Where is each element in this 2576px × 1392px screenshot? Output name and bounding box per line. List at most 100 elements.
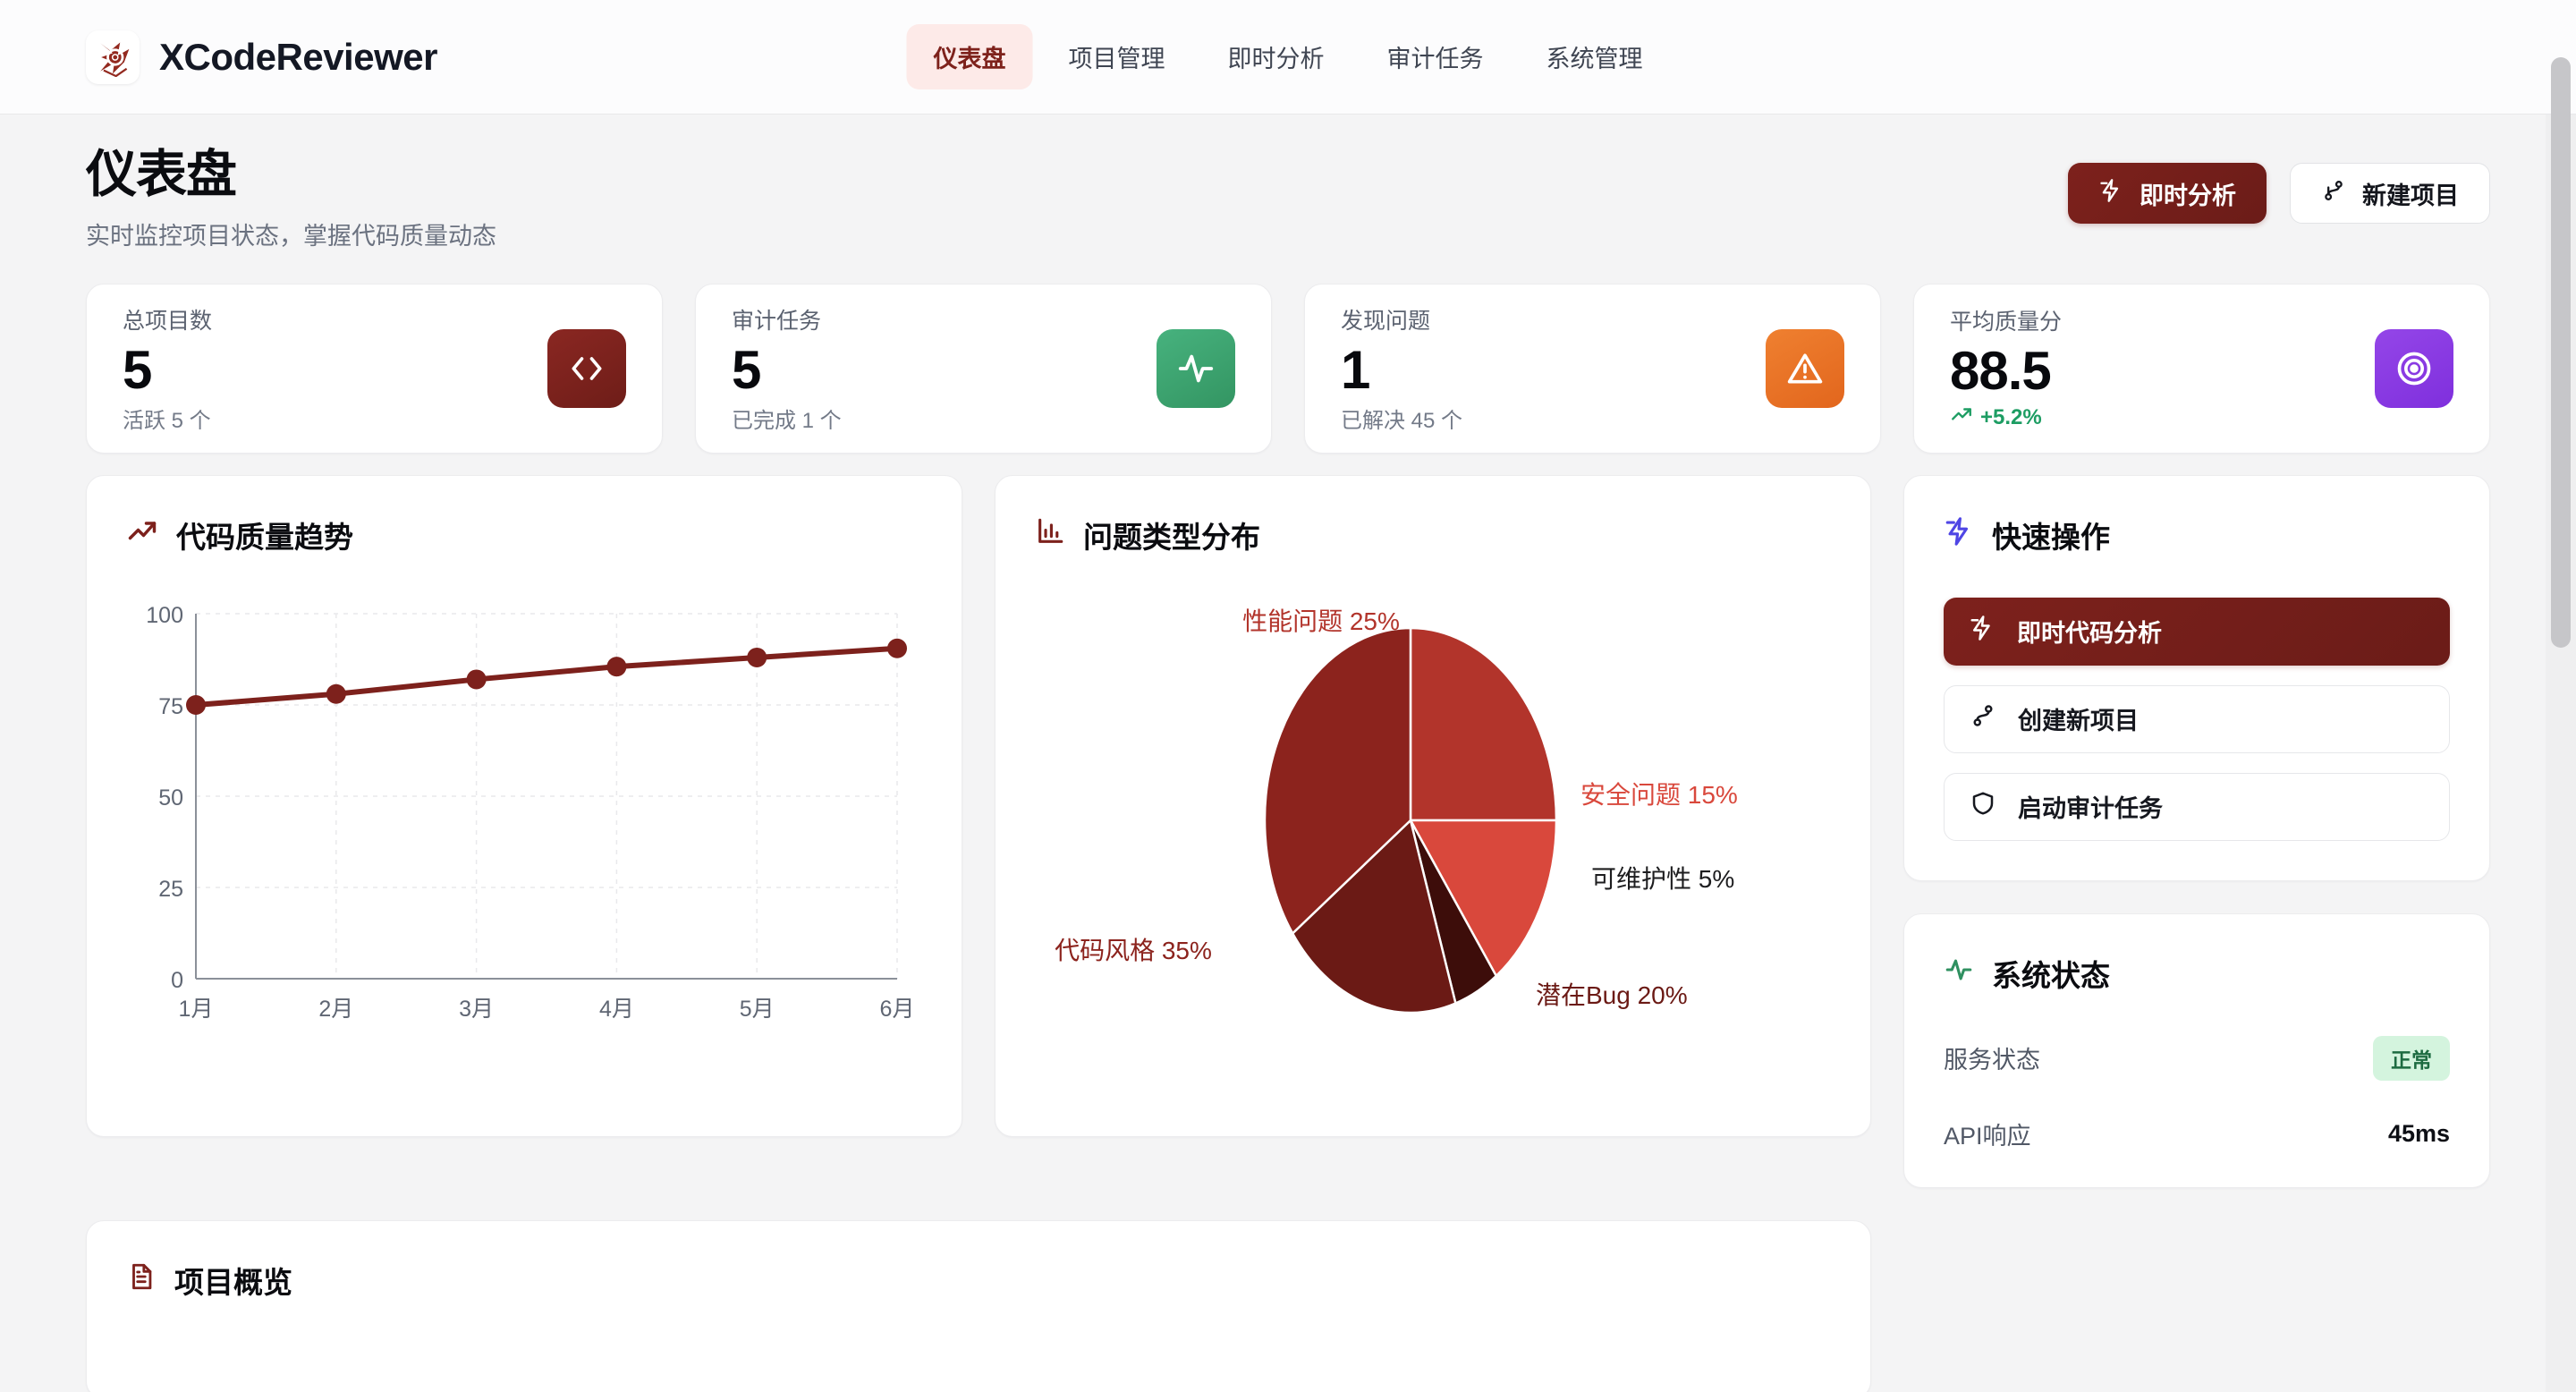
stat-label: 发现问题 (1341, 308, 1431, 334)
panel-title-label: 快速操作 (1992, 520, 2110, 554)
quick-action-label: 启动审计任务 (2018, 795, 2163, 823)
shield-icon (1970, 790, 1996, 823)
stat-card-total-projects[interactable]: 总项目数 5 活跃 5 个 (86, 283, 663, 454)
code-brackets-icon (547, 328, 626, 408)
svg-text:25: 25 (158, 877, 183, 902)
top-navigation-bar: XCodeReviewer 仪表盘 项目管理 即时分析 审计任务 系统管理 (0, 0, 2576, 115)
stat-sub: 已完成 1 个 (732, 408, 842, 433)
stat-card-text: 发现问题 1 已解决 45 个 (1341, 303, 1462, 434)
svg-text:4月: 4月 (599, 997, 634, 1022)
svg-text:代码风格 35%: 代码风格 35% (1055, 937, 1212, 964)
new-project-button[interactable]: 新建项目 (2290, 163, 2490, 224)
quick-action-start-audit-task[interactable]: 启动审计任务 (1944, 772, 2450, 841)
stat-card-text: 审计任务 5 已完成 1 个 (732, 303, 842, 434)
brand-name: XCodeReviewer (159, 35, 437, 78)
pie-chart-svg: 安全问题 15% 性能问题 25% 代码风格 35% 潜在Bug 20% 可维护性 5% (1055, 607, 1738, 1014)
stat-card-average-quality-score[interactable]: 平均质量分 88.5 +5.2% (1913, 283, 2490, 454)
status-key: API响应 (1944, 1122, 2031, 1150)
svg-text:安全问题 15%: 安全问题 15% (1580, 781, 1738, 809)
instant-analysis-button-label: 即时分析 (2140, 182, 2236, 209)
stat-card-text: 平均质量分 88.5 +5.2% (1950, 304, 2062, 433)
project-overview-title-row: 项目概览 (87, 1221, 1870, 1302)
status-badge: 正常 (2373, 1035, 2450, 1081)
panel-title-label: 项目概览 (174, 1265, 292, 1299)
quick-actions-panel: 快速操作 即时代码分析 (1903, 474, 2490, 881)
code-quality-trend-panel: 代码质量趋势 0 25 50 75 100 1月 2月 3月 4月 5月 6月 (86, 474, 962, 1137)
line-chart-svg: 0 25 50 75 100 1月 2月 3月 4月 5月 6月 (146, 603, 914, 1022)
document-icon (126, 1261, 157, 1299)
alert-triangle-icon (1766, 328, 1844, 408)
nav-item-dashboard[interactable]: 仪表盘 (906, 24, 1033, 89)
stat-label: 审计任务 (732, 308, 822, 334)
stat-label: 平均质量分 (1950, 309, 2063, 335)
stat-sub: 活跃 5 个 (123, 408, 211, 433)
stat-value: 5 (732, 339, 761, 400)
status-key: 服务状态 (1944, 1047, 2040, 1074)
activity-pulse-icon (1944, 955, 1974, 992)
stat-label: 总项目数 (123, 308, 213, 334)
nav-item-instant-analysis[interactable]: 即时分析 (1227, 46, 1325, 72)
lightning-icon (2098, 178, 2123, 209)
quick-action-label: 即时代码分析 (2017, 620, 2162, 648)
line-chart: 0 25 50 75 100 1月 2月 3月 4月 5月 6月 (87, 556, 962, 1053)
code-quality-trend-title-row: 代码质量趋势 (87, 476, 962, 556)
stat-cards: 总项目数 5 活跃 5 个 审计任务 5 已完成 1 个 (0, 251, 2576, 454)
quick-action-create-new-project[interactable]: 创建新项目 (1944, 684, 2450, 753)
nav-item-projects[interactable]: 项目管理 (1068, 46, 1165, 72)
svg-text:可维护性 5%: 可维护性 5% (1591, 865, 1734, 893)
main-content-grid: 代码质量趋势 0 25 50 75 100 1月 2月 3月 4月 5月 6月 问题类型分布 安全问… (0, 454, 2576, 1188)
git-branch-icon (1970, 702, 1996, 735)
svg-text:5月: 5月 (740, 997, 775, 1022)
brand[interactable]: XCodeReviewer (86, 30, 437, 84)
page-header: 仪表盘 实时监控项目状态，掌握代码质量动态 即时分析 新 (0, 115, 2576, 251)
system-status-rows: 服务状态 正常 API响应 45ms (1904, 995, 2489, 1187)
stat-card-audit-tasks[interactable]: 审计任务 5 已完成 1 个 (695, 283, 1272, 454)
page-subtitle: 实时监控项目状态，掌握代码质量动态 (86, 222, 496, 250)
svg-text:1月: 1月 (179, 997, 214, 1022)
main-nav: 仪表盘 项目管理 即时分析 审计任务 系统管理 (906, 24, 1670, 89)
stat-value: 1 (1341, 339, 1370, 400)
svg-text:0: 0 (171, 968, 183, 993)
right-column: 快速操作 即时代码分析 (1903, 474, 2490, 1188)
activity-pulse-icon (1157, 328, 1235, 408)
project-overview-panel: 项目概览 (86, 1219, 1871, 1392)
svg-text:潜在Bug 20%: 潜在Bug 20% (1536, 981, 1688, 1009)
svg-text:100: 100 (146, 603, 183, 628)
stat-sub: 已解决 45 个 (1341, 408, 1463, 433)
instant-analysis-button[interactable]: 即时分析 (2068, 163, 2267, 224)
page-title: 仪表盘 (86, 146, 237, 203)
trending-up-icon (1950, 403, 1973, 433)
svg-text:6月: 6月 (880, 997, 913, 1022)
xcodereviewer-logo-icon (86, 30, 140, 84)
quick-actions-title-row: 快速操作 (1904, 476, 2489, 556)
system-status-panel: 系统状态 服务状态 正常 API响应 45ms (1903, 912, 2490, 1188)
status-row-api-latency: API响应 45ms (1944, 1116, 2450, 1151)
nav-item-audit-tasks[interactable]: 审计任务 (1386, 46, 1484, 72)
stat-card-issues-found[interactable]: 发现问题 1 已解决 45 个 (1304, 283, 1881, 454)
page-header-actions: 即时分析 新建项目 (2068, 147, 2490, 224)
stat-card-text: 总项目数 5 活跃 5 个 (123, 303, 212, 434)
project-overview-section: 项目概览 (0, 1188, 2576, 1392)
svg-text:2月: 2月 (318, 997, 353, 1022)
issue-type-distribution-title-row: 问题类型分布 (996, 476, 1870, 556)
trending-up-icon (126, 515, 158, 555)
scrollbar-thumb[interactable] (2551, 57, 2571, 648)
lightning-icon (1944, 516, 1974, 554)
git-branch-icon (2321, 178, 2346, 209)
lightning-icon (1969, 615, 1996, 648)
svg-text:50: 50 (158, 785, 183, 811)
status-row-service: 服务状态 正常 (1944, 1035, 2450, 1081)
svg-text:性能问题 25%: 性能问题 25% (1242, 607, 1400, 635)
bar-chart-icon (1035, 516, 1065, 554)
stat-trend: +5.2% (1950, 403, 2062, 433)
stat-value: 5 (123, 339, 152, 400)
nav-item-system-admin[interactable]: 系统管理 (1546, 46, 1643, 72)
quick-action-label: 创建新项目 (2018, 708, 2139, 735)
quick-action-instant-code-analysis[interactable]: 即时代码分析 (1944, 597, 2450, 666)
svg-text:75: 75 (158, 694, 183, 719)
target-icon (2375, 328, 2453, 408)
panel-title-label: 代码质量趋势 (176, 520, 353, 554)
status-value: 45ms (2387, 1119, 2450, 1147)
stat-value: 88.5 (1950, 340, 2052, 401)
